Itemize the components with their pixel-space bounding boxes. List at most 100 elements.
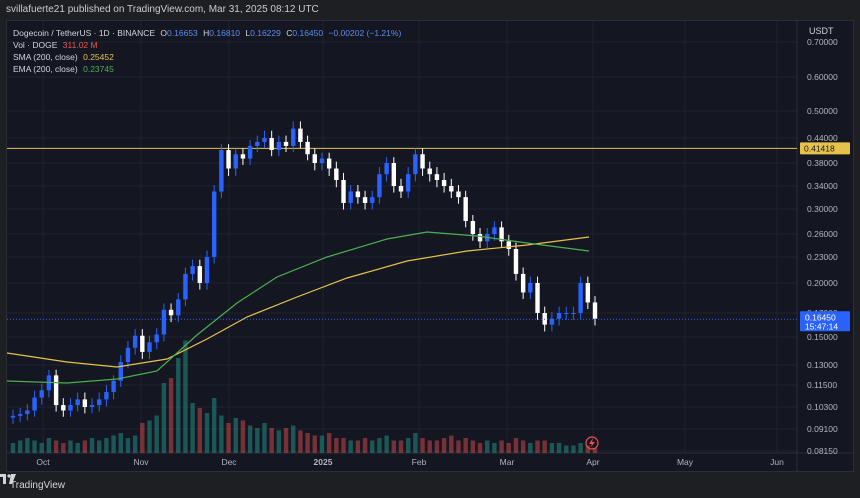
candle-body[interactable]	[391, 163, 397, 186]
candle-body[interactable]	[571, 313, 576, 314]
event-lightning-glyph	[589, 438, 595, 448]
candle-body[interactable]	[506, 241, 511, 250]
candle-body[interactable]	[477, 234, 483, 242]
price-tick-label: 0.20000	[807, 278, 838, 288]
volume-bar	[161, 383, 167, 453]
event-lightning-icon[interactable]	[585, 436, 599, 450]
candle-body[interactable]	[89, 405, 95, 407]
candle-body[interactable]	[535, 283, 540, 313]
candle-body[interactable]	[528, 283, 533, 293]
candle-body[interactable]	[140, 335, 145, 352]
candle-body[interactable]	[161, 309, 167, 335]
candle-body[interactable]	[269, 138, 274, 151]
candle-body[interactable]	[341, 180, 346, 203]
candle-body[interactable]	[255, 141, 260, 146]
candle-body[interactable]	[398, 186, 404, 192]
candle-body[interactable]	[370, 197, 375, 203]
volume-bar	[377, 438, 382, 453]
candle-body[interactable]	[183, 273, 188, 300]
candle-body[interactable]	[291, 128, 296, 146]
candle-body[interactable]	[262, 138, 267, 142]
candle-body[interactable]	[362, 197, 368, 203]
volume-bar	[506, 443, 511, 453]
candle-body[interactable]	[125, 347, 131, 363]
candle-body[interactable]	[578, 283, 583, 313]
candle-body[interactable]	[75, 399, 80, 406]
candle-body[interactable]	[17, 414, 23, 416]
candle-body[interactable]	[384, 163, 389, 175]
volume-bar	[111, 435, 116, 453]
candle-body[interactable]	[377, 174, 382, 198]
candle-body[interactable]	[32, 397, 37, 411]
candle-body[interactable]	[434, 174, 440, 181]
candle-body[interactable]	[564, 313, 569, 314]
candle-body[interactable]	[470, 221, 476, 234]
candle-body[interactable]	[420, 154, 425, 169]
candle-body[interactable]	[499, 227, 504, 242]
candle-body[interactable]	[427, 168, 432, 175]
candle-body[interactable]	[585, 283, 591, 303]
candle-body[interactable]	[154, 334, 159, 343]
candle-body[interactable]	[549, 318, 555, 325]
candle-body[interactable]	[39, 390, 44, 398]
candle-body[interactable]	[520, 273, 526, 293]
candle-body[interactable]	[513, 249, 519, 274]
candle-body[interactable]	[204, 257, 210, 283]
candle-body[interactable]	[219, 150, 224, 192]
candle-body[interactable]	[147, 342, 152, 352]
candle-body[interactable]	[176, 299, 181, 316]
candle-body[interactable]	[118, 362, 123, 381]
candle-body[interactable]	[68, 405, 73, 411]
candle-body[interactable]	[61, 405, 66, 411]
candle-body[interactable]	[168, 309, 174, 316]
volume-bar	[240, 420, 246, 453]
candle-body[interactable]	[226, 150, 231, 169]
symbol-title[interactable]: Dogecoin / TetherUS · 1D · BINANCE	[13, 28, 156, 38]
volume-bar	[434, 440, 440, 453]
candle-body[interactable]	[334, 168, 339, 181]
candle-body[interactable]	[355, 191, 361, 198]
candle-body[interactable]	[247, 145, 253, 159]
volume-bar	[362, 438, 368, 453]
candle-body[interactable]	[312, 154, 317, 163]
candle-body[interactable]	[111, 380, 116, 393]
candle-body[interactable]	[413, 154, 418, 175]
candle-body[interactable]	[25, 410, 30, 415]
legend-ema-row[interactable]: EMA (200, close) 0.23745	[13, 63, 401, 75]
candle-body[interactable]	[132, 335, 138, 348]
candle-body[interactable]	[82, 399, 88, 407]
chart-panel[interactable]: USDT 0.70000 0.60000 0.50000 0.44000 0.38000 0…	[6, 20, 854, 472]
candle-body[interactable]	[276, 141, 282, 151]
legend-volume-row[interactable]: Vol · DOGE 311.02 M	[13, 39, 401, 51]
candle-body[interactable]	[97, 399, 102, 406]
candle-body[interactable]	[405, 174, 411, 192]
legend-sma-row[interactable]: SMA (200, close) 0.25452	[13, 51, 401, 63]
sma-value: 0.25452	[83, 52, 114, 62]
candle-body[interactable]	[456, 191, 461, 198]
candle-body[interactable]	[492, 227, 497, 234]
ema-200-line[interactable]	[7, 231, 590, 384]
candle-body[interactable]	[463, 197, 468, 222]
candle-body[interactable]	[298, 128, 303, 142]
volume-bar	[355, 440, 361, 453]
volume-bar	[528, 443, 533, 453]
candle-body[interactable]	[592, 302, 598, 319]
candle-body[interactable]	[283, 141, 289, 146]
candle-body[interactable]	[233, 154, 238, 169]
candle-body[interactable]	[190, 266, 195, 274]
candle-body[interactable]	[319, 158, 325, 163]
candle-body[interactable]	[449, 186, 454, 192]
candle-body[interactable]	[348, 191, 353, 203]
candle-body[interactable]	[240, 154, 246, 159]
candle-body[interactable]	[441, 180, 447, 186]
candle-body[interactable]	[10, 415, 16, 418]
candle-body[interactable]	[305, 141, 310, 155]
candle-body[interactable]	[53, 375, 59, 406]
sma-200-line[interactable]	[7, 236, 590, 368]
candle-body[interactable]	[197, 266, 203, 283]
candle-body[interactable]	[556, 313, 562, 319]
candle-body[interactable]	[211, 191, 217, 257]
candle-body[interactable]	[104, 392, 109, 400]
candle-body[interactable]	[326, 158, 332, 169]
